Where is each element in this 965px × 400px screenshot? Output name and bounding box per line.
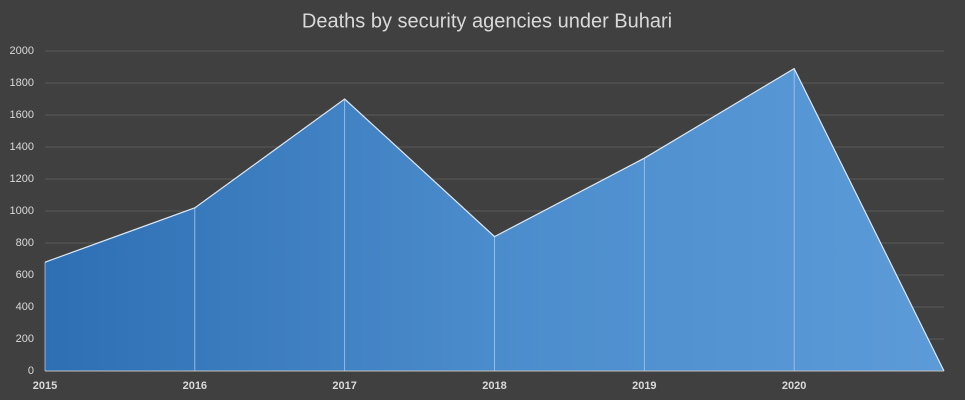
y-tick-label: 600	[16, 269, 34, 281]
x-tick-label: 2017	[332, 380, 356, 392]
y-tick-label: 400	[16, 301, 34, 313]
y-tick-label: 0	[28, 365, 34, 377]
area	[45, 68, 944, 371]
y-tick-label: 1800	[10, 77, 34, 89]
y-tick-label: 1400	[10, 141, 34, 153]
y-tick-label: 1600	[10, 109, 34, 121]
x-tick-label: 2015	[33, 380, 57, 392]
y-tick-label: 200	[16, 333, 34, 345]
y-tick-label: 2000	[10, 45, 34, 57]
x-tick-label: 2020	[782, 380, 806, 392]
x-tick-label: 2019	[632, 380, 656, 392]
y-tick-label: 800	[16, 237, 34, 249]
y-tick-label: 1200	[10, 173, 34, 185]
y-tick-label: 1000	[10, 205, 34, 217]
chart-title: Deaths by security agencies under Buhari	[302, 10, 672, 32]
x-tick-label: 2018	[482, 380, 506, 392]
x-tick-label: 2016	[183, 380, 207, 392]
area-outline	[44, 67, 945, 372]
